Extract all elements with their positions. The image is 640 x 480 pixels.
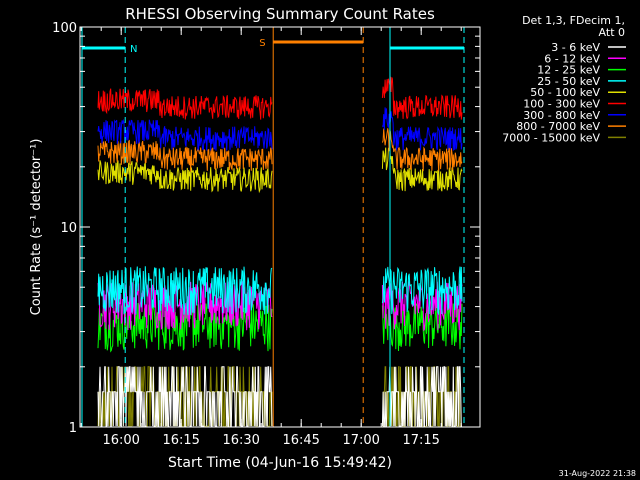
plot-series: [97, 76, 463, 427]
series-line: [97, 302, 273, 353]
series-line: [97, 139, 273, 172]
legend-header-line: Det 1,3, FDecim 1,: [522, 14, 625, 27]
y-tick-label: 10: [60, 221, 77, 236]
series-line: [97, 366, 273, 427]
legend-label: 300 - 800 keV: [523, 109, 600, 122]
x-tick-label: 16:15: [162, 433, 199, 448]
legend-label: 7000 - 15000 keV: [502, 131, 600, 144]
series-line: [381, 107, 463, 151]
x-tick-label: 17:15: [402, 433, 439, 448]
legend-label: 12 - 25 keV: [537, 64, 600, 77]
legend-label: 100 - 300 keV: [523, 98, 600, 111]
y-axis: 1 10 100: [52, 21, 480, 436]
x-tick-label: 16:45: [282, 433, 319, 448]
chart-title: RHESSI Observing Summary Count Rates: [125, 5, 435, 23]
series-line: [381, 128, 463, 172]
y-tick-label: 100: [52, 21, 77, 36]
night-marker-label: N: [130, 44, 137, 55]
x-tick-label: 17:00: [342, 433, 379, 448]
series-line: [97, 118, 273, 151]
series-300-800kev: [97, 107, 463, 151]
x-axis-label: Start Time (04-Jun-16 15:49:42): [168, 455, 392, 471]
x-axis: 16:00 16:15 16:30 16:45 17:00 17:15: [80, 27, 462, 448]
series-800-7000kev: [97, 128, 463, 172]
y-axis-label: Count Rate (s⁻¹ detector⁻¹): [29, 139, 44, 316]
series-line: [381, 266, 463, 316]
x-tick-label: 16:00: [102, 433, 139, 448]
series-line: [97, 88, 273, 120]
legend-header-line: Att 0: [599, 26, 625, 39]
series-line: [97, 266, 273, 316]
series-25-50kev: [97, 266, 463, 316]
series-line: [381, 301, 463, 352]
legend-label: 50 - 100 keV: [530, 86, 600, 99]
series-100-300kev: [97, 76, 463, 120]
series-50-100kev: [97, 147, 463, 194]
legend-label: 3 - 6 keV: [551, 41, 600, 54]
series-line: [381, 76, 463, 120]
series-line: [381, 147, 463, 192]
legend-label: 800 - 7000 keV: [516, 120, 600, 133]
legend-label: 25 - 50 keV: [537, 75, 600, 88]
series-line: [97, 160, 273, 194]
footer-timestamp: 31-Aug-2022 21:38: [559, 469, 636, 478]
series-3-6kev: [97, 366, 462, 427]
series-12-25kev: [97, 301, 463, 353]
saa-marker-label: S: [259, 38, 265, 49]
x-tick-label: 16:30: [222, 433, 259, 448]
series-line: [381, 366, 462, 427]
legend-label: 6 - 12 keV: [544, 52, 600, 65]
y-tick-label: 1: [69, 421, 77, 436]
